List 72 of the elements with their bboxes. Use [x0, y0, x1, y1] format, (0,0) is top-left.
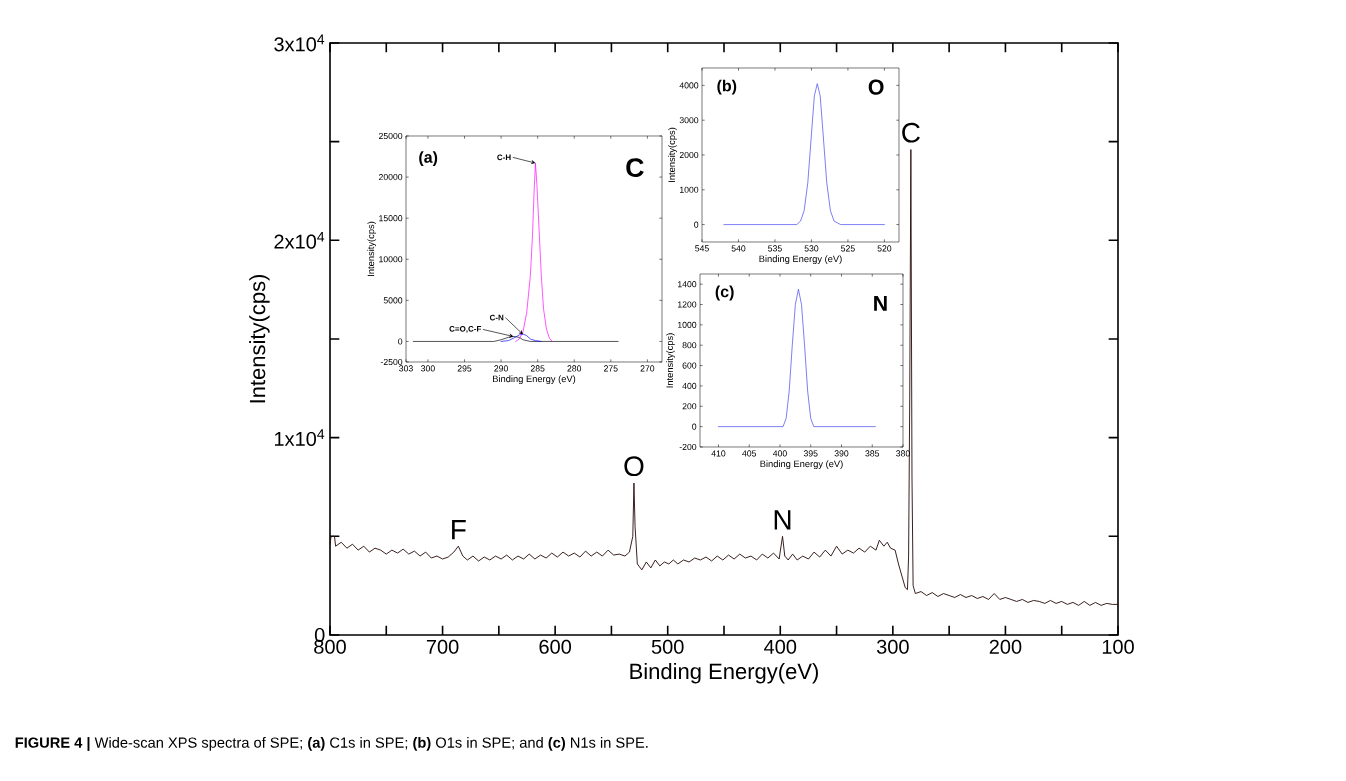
- x-tick-label: 600: [539, 639, 572, 654]
- y-tick-label: 1400: [678, 281, 697, 288]
- x-tick-label: 300: [421, 365, 435, 372]
- x-tick-label: 285: [530, 365, 545, 372]
- x-tick-label: 525: [841, 245, 855, 252]
- y-tick-label: 5000: [383, 297, 403, 304]
- y-tick-label: 15000: [379, 215, 403, 222]
- annotation: (a): [419, 151, 438, 167]
- x-tick-label: 395: [803, 450, 818, 457]
- annotation: F: [452, 519, 466, 540]
- x-tick-label: 385: [865, 450, 880, 457]
- x-tick-label: 400: [764, 639, 797, 654]
- annotation: O: [868, 79, 884, 95]
- annotation: C=O,C-F: [449, 326, 482, 333]
- x-tick-label: 540: [731, 245, 746, 252]
- x-axis-title: Binding Energy (eV): [760, 460, 843, 470]
- x-tick-label: 200: [989, 639, 1022, 654]
- text: FIGURE 4 | Wide-scan XPS spectra of SPE; (a) C1s in SPE; (b) O1s in SPE; and (c) N1s in SPE.: [15, 737, 648, 751]
- y-axis-title: Intensity(cps): [367, 221, 377, 276]
- x-tick-label: 300: [876, 639, 909, 654]
- annotation: N: [874, 296, 887, 311]
- x-tick-label: 405: [742, 450, 757, 457]
- y-tick-label: 2x10$^{4}$: [274, 231, 325, 249]
- y-tick-label: 20000: [378, 174, 403, 181]
- x-tick-label: 270: [640, 365, 655, 372]
- y-tick-label: -200: [679, 443, 697, 451]
- annotation: C-N: [489, 314, 504, 321]
- annotation: C: [902, 122, 920, 143]
- annotation: C: [626, 158, 644, 178]
- y-tick-label: 800: [682, 342, 697, 349]
- x-tick-label: 290: [494, 365, 508, 372]
- y-tick-label: 3x10$^{4}$: [274, 34, 325, 52]
- x-tick-label: 400: [772, 450, 787, 457]
- x-axis-title: Binding Energy (eV): [493, 375, 576, 385]
- annotation: N: [774, 510, 791, 530]
- y-tick-label: 400: [682, 382, 697, 389]
- x-tick-label: 500: [651, 639, 684, 654]
- x-tick-label: 275: [604, 365, 618, 372]
- annotation: (b): [717, 79, 737, 95]
- y-tick-label: 200: [682, 403, 697, 410]
- x-tick-label: 100: [1102, 639, 1134, 654]
- x-tick-label: 303: [399, 365, 413, 372]
- y-tick-label: 1200: [678, 301, 697, 308]
- x-tick-label: 410: [711, 450, 726, 457]
- x-axis-title: Binding Energy (eV): [759, 255, 842, 265]
- y-tick-label: 3000: [679, 117, 699, 124]
- y-tick-label: 25000: [378, 132, 403, 140]
- x-tick-label: 700: [426, 639, 459, 654]
- y-tick-label: 4000: [679, 82, 699, 89]
- x-tick-label: 390: [834, 450, 849, 457]
- y-tick-label: 2000: [679, 151, 699, 159]
- x-tick-label: 280: [567, 365, 582, 372]
- y-axis-title: Intensity(cps): [666, 333, 675, 388]
- y-axis-title: Intensity(cps): [668, 127, 677, 182]
- x-tick-label: 535: [768, 245, 782, 252]
- y-tick-label: 1x10$^{4}$: [274, 429, 325, 447]
- y-tick-label: -2500: [380, 358, 403, 366]
- x-axis-title: Binding Energy(eV): [630, 663, 818, 684]
- x-tick-label: 295: [457, 365, 472, 372]
- x-tick-label: 520: [877, 245, 892, 252]
- y-tick-label: 0: [692, 423, 697, 430]
- y-axis-title: Intensity(cps): [249, 274, 270, 403]
- annotation: (c): [715, 285, 734, 301]
- x-tick-label: 530: [804, 245, 819, 252]
- y-tick-label: 0: [694, 221, 699, 228]
- y-tick-label: 0: [398, 338, 403, 345]
- y-tick-label: 10000: [379, 256, 403, 263]
- x-tick-label: 545: [695, 245, 709, 252]
- annotation: C-H: [497, 154, 511, 161]
- y-tick-label: 1000: [678, 321, 697, 328]
- y-tick-label: 1000: [680, 186, 699, 193]
- annotation: O: [624, 456, 644, 477]
